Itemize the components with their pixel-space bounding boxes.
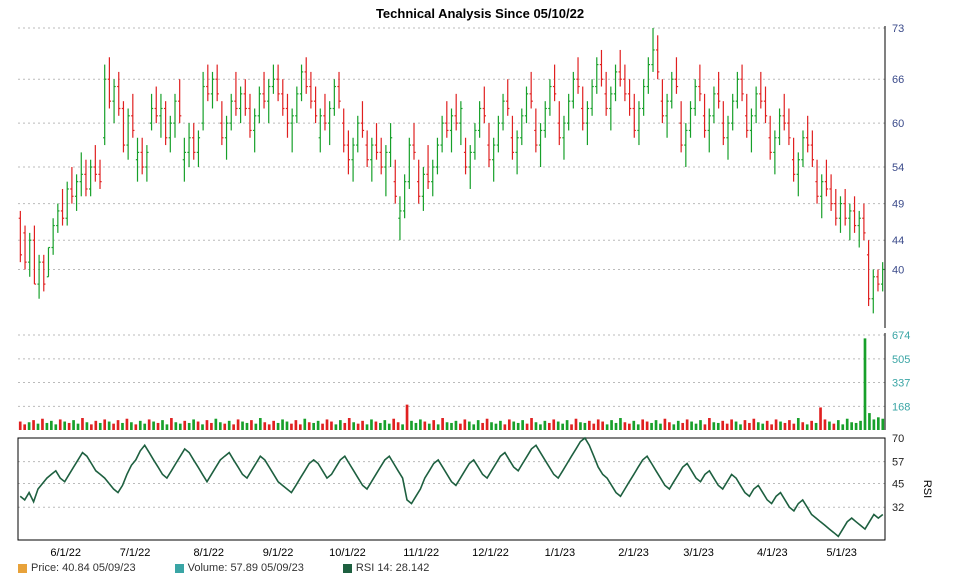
svg-text:674: 674 [892, 330, 910, 342]
svg-text:73: 73 [892, 23, 904, 35]
legend: Price: 40.84 05/09/23 Volume: 57.89 05/0… [18, 562, 465, 574]
svg-text:45: 45 [892, 479, 904, 491]
svg-text:57: 57 [892, 457, 904, 469]
svg-text:9/1/22: 9/1/22 [263, 547, 294, 559]
svg-text:10/1/22: 10/1/22 [329, 547, 366, 559]
svg-text:2/1/23: 2/1/23 [618, 547, 649, 559]
technical-analysis-chart: Technical Analysis Since 05/10/22 736660… [0, 0, 960, 576]
svg-text:5/1/23: 5/1/23 [826, 547, 857, 559]
svg-text:6/1/22: 6/1/22 [50, 547, 81, 559]
svg-text:54: 54 [892, 162, 904, 174]
svg-text:11/1/22: 11/1/22 [403, 547, 439, 559]
svg-text:337: 337 [892, 378, 910, 390]
svg-text:RSI: RSI [921, 480, 933, 498]
legend-price: Price: 40.84 05/09/23 [18, 562, 154, 574]
svg-text:7/1/22: 7/1/22 [120, 547, 151, 559]
svg-text:4/1/23: 4/1/23 [757, 547, 788, 559]
svg-text:40: 40 [892, 264, 904, 276]
svg-text:168: 168 [892, 401, 910, 413]
legend-volume: Volume: 57.89 05/09/23 [175, 562, 322, 574]
svg-text:1/1/23: 1/1/23 [545, 547, 576, 559]
svg-text:32: 32 [892, 502, 904, 514]
chart-svg: 73 66 60 54 49 44 40 674 505 337 168 70 57 45 32 RSI 6/1… [0, 0, 960, 576]
svg-text:70: 70 [892, 433, 904, 445]
svg-text:8/1/22: 8/1/22 [193, 547, 224, 559]
legend-rsi: RSI 14: 28.142 [343, 562, 447, 574]
svg-text:3/1/23: 3/1/23 [683, 547, 714, 559]
svg-text:66: 66 [892, 74, 904, 86]
svg-text:505: 505 [892, 354, 910, 366]
svg-text:60: 60 [892, 118, 904, 130]
svg-text:12/1/22: 12/1/22 [472, 547, 509, 559]
svg-text:49: 49 [892, 199, 904, 211]
svg-text:44: 44 [892, 235, 904, 247]
